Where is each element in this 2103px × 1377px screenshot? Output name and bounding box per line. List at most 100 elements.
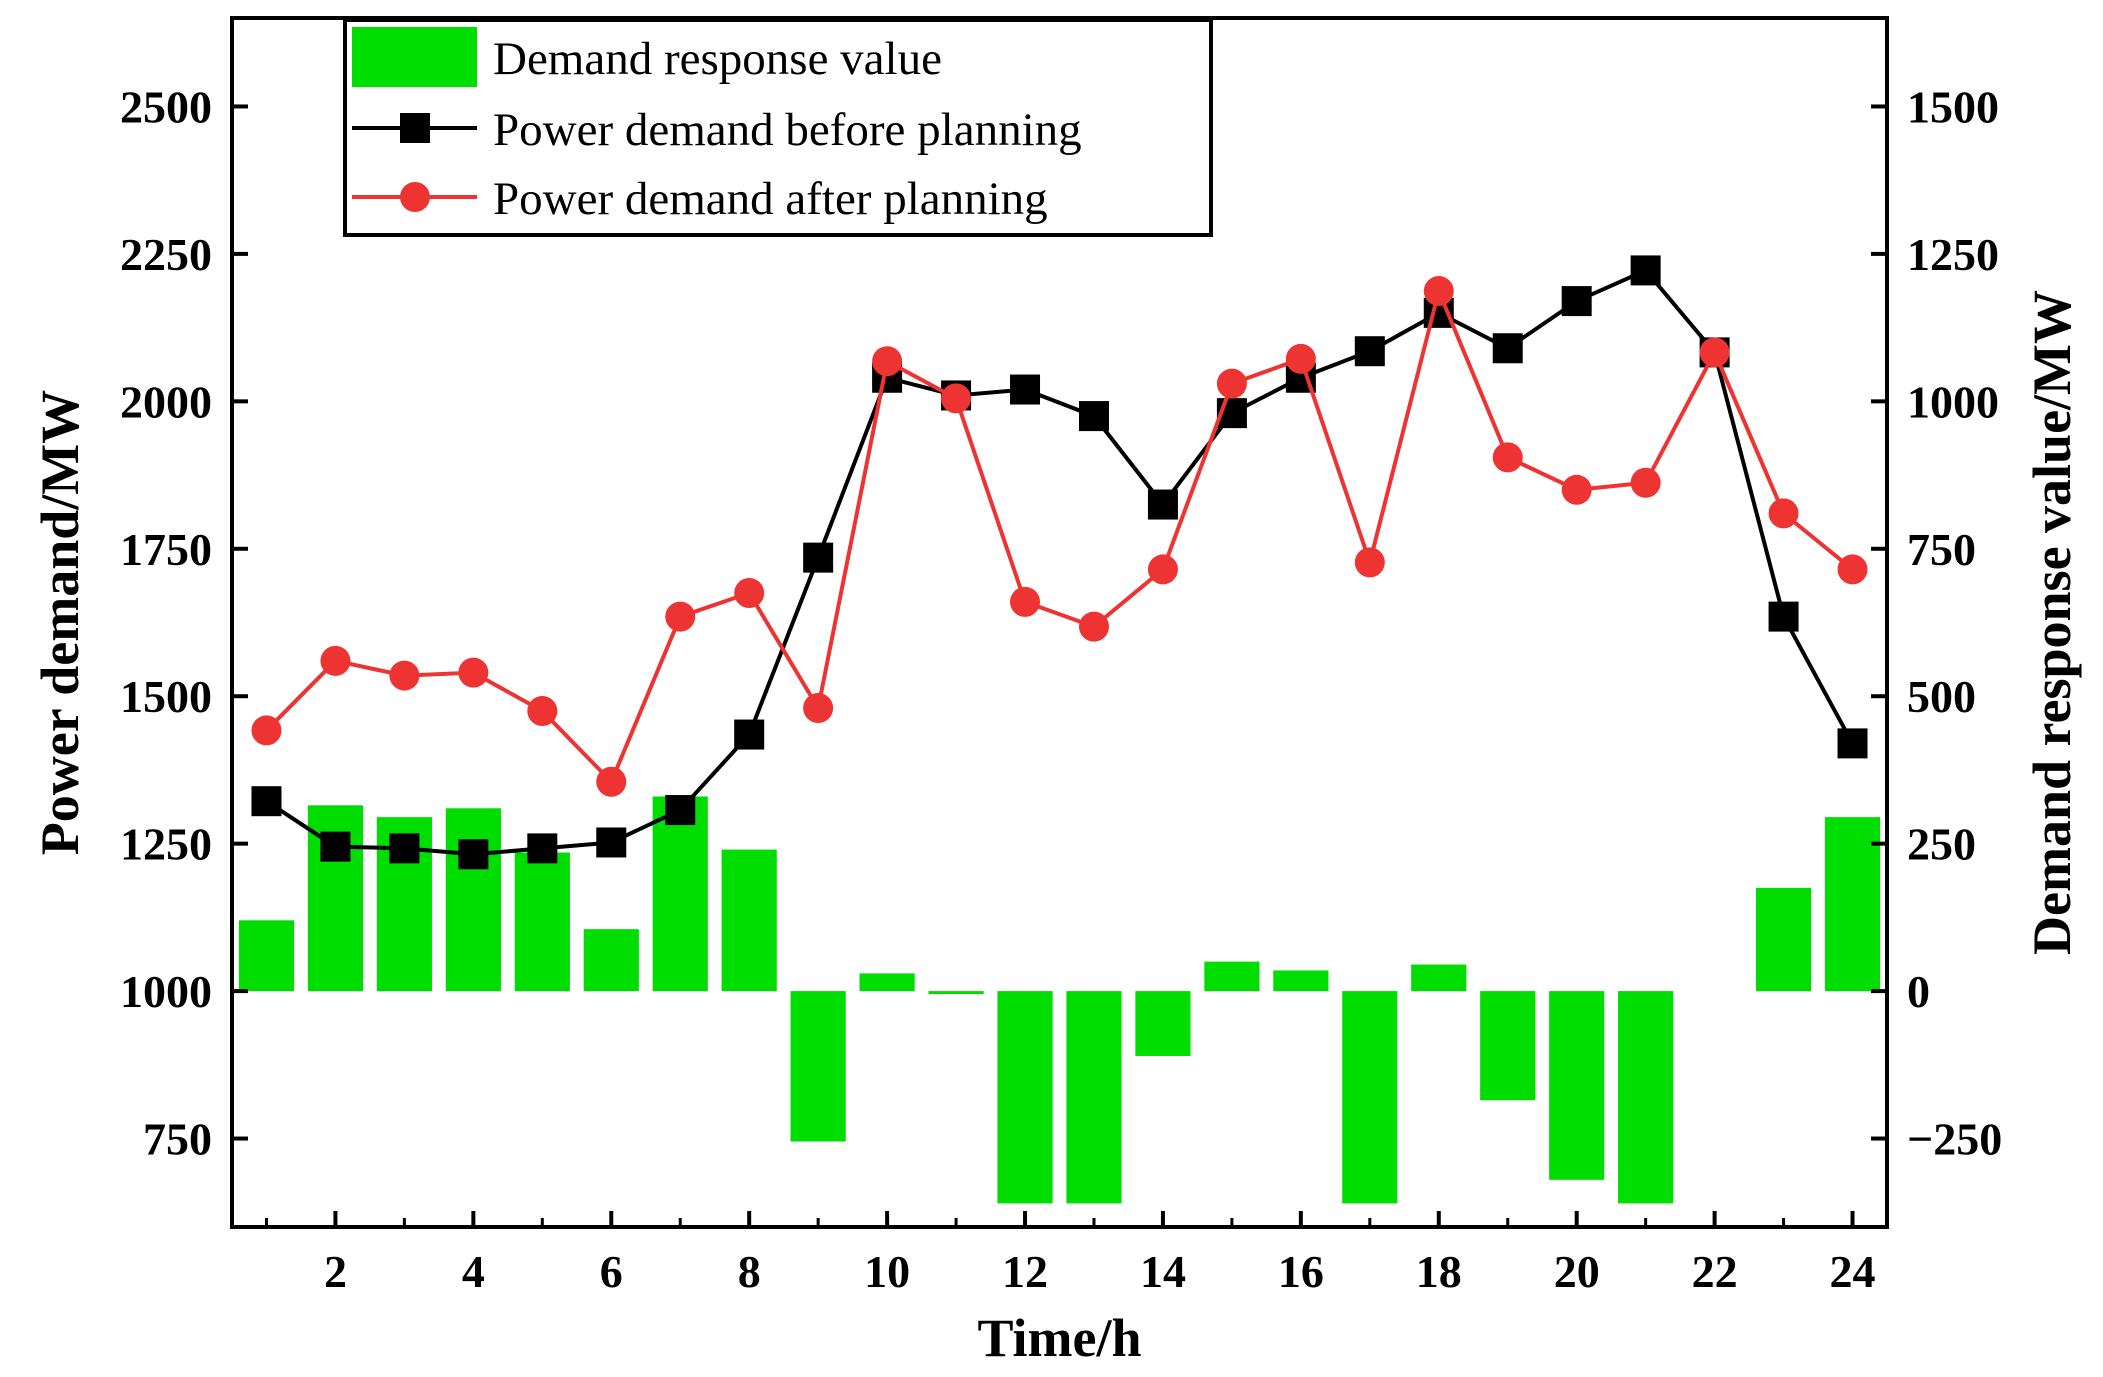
right-y-tick-label-250: 250 [1907,819,1976,870]
point-before-24 [1837,728,1868,759]
right-y-tick-label-750: 750 [1907,524,1976,575]
x-tick-label-16: 16 [1278,1246,1324,1297]
point-before-2 [320,831,351,862]
legend-label-before: Power demand before planning [493,104,1082,156]
x-tick-label-6: 6 [600,1246,623,1297]
point-after-19 [1492,442,1523,473]
point-before-20 [1561,286,1592,317]
point-after-21 [1630,467,1661,498]
point-after-20 [1561,474,1592,505]
legend-bar-swatch [352,27,477,87]
demand-response-bar-10 [859,973,915,992]
point-after-11 [941,383,972,414]
left-y-tick-label-1500: 1500 [120,671,212,722]
point-after-2 [320,645,351,676]
left-y-tick-label-2000: 2000 [120,376,212,427]
point-after-3 [389,660,420,691]
left-y-axis-title: Power demand/MW [30,390,90,855]
demand-response-bar-7 [652,796,708,992]
demand-response-bar-13 [1066,991,1122,1204]
right-y-tick-label-500: 500 [1907,671,1976,722]
left-y-tick-label-2250: 2250 [120,229,212,280]
point-before-3 [389,833,420,864]
x-tick-label-2: 2 [324,1246,347,1297]
x-axis-title: Time/h [977,1308,1141,1368]
point-before-12 [1010,374,1041,405]
left-y-tick-label-1250: 1250 [120,819,212,870]
right-y-tick-label-1500: 1500 [1907,81,1999,132]
left-y-tick-label-750: 750 [143,1114,212,1165]
point-after-18 [1423,276,1454,307]
point-before-8 [734,719,765,750]
point-after-7 [665,601,696,632]
point-after-23 [1768,498,1799,529]
demand-response-bar-20 [1549,991,1605,1180]
point-after-1 [251,715,282,746]
demand-response-bar-19 [1480,991,1536,1101]
x-tick-label-10: 10 [864,1246,910,1297]
point-after-12 [1010,586,1041,617]
point-before-4 [458,839,489,870]
point-before-13 [1078,401,1109,432]
demand-response-bar-1 [238,920,295,992]
point-after-24 [1837,554,1868,585]
point-after-16 [1285,343,1316,374]
right-y-tick-label--250: −250 [1907,1114,2002,1165]
x-tick-label-18: 18 [1416,1246,1462,1297]
demand-response-bar-21 [1618,991,1674,1204]
demand-response-bar-5 [514,852,570,992]
point-after-9 [803,693,834,724]
point-after-6 [596,766,627,797]
point-after-5 [527,695,558,726]
demand-response-bar-12 [997,991,1053,1204]
right-y-tick-label-1250: 1250 [1907,229,1999,280]
demand-response-bar-9 [790,991,846,1142]
point-after-22 [1699,337,1730,368]
legend-marker-square [400,113,430,143]
legend-marker-circle [400,182,430,212]
point-before-1 [251,786,282,817]
point-before-6 [596,827,627,858]
power-demand-lines [251,255,1868,870]
x-tick-label-24: 24 [1830,1246,1876,1297]
point-before-7 [665,795,696,826]
demand-response-bar-11 [928,991,984,995]
point-after-17 [1354,547,1385,578]
demand-response-bar-4 [445,808,501,992]
legend-box [343,18,1213,237]
demand-response-bar-15 [1204,961,1260,992]
point-after-4 [458,657,489,688]
demand-response-bar-17 [1342,991,1398,1204]
right-y-axis-title: Demand response value/MW [2022,290,2082,955]
legend-label-after: Power demand after planning [493,173,1048,225]
point-after-8 [734,578,765,609]
left-y-tick-label-1750: 1750 [120,524,212,575]
left-y-tick-label-1000: 1000 [120,966,212,1017]
point-before-5 [527,833,558,864]
point-before-14 [1147,489,1178,520]
demand-response-bar-24 [1824,817,1881,992]
demand-response-bar-18 [1411,964,1467,992]
x-tick-label-4: 4 [462,1246,485,1297]
point-before-17 [1354,336,1385,367]
point-before-23 [1768,601,1799,632]
x-tick-label-14: 14 [1140,1246,1186,1297]
point-before-9 [803,542,834,573]
left-y-tick-label-2500: 2500 [120,81,212,132]
point-after-14 [1147,554,1178,585]
x-tick-label-20: 20 [1554,1246,1600,1297]
axes: 2 4 6 8 10 12 14 16 18 20 22 2475010001250150017502… [120,16,2002,1297]
legend: Demand response value Power demand befor… [343,18,1213,237]
right-y-tick-label-0: 0 [1907,966,1930,1017]
x-tick-label-8: 8 [738,1246,761,1297]
point-after-15 [1216,368,1247,399]
point-before-21 [1630,255,1661,286]
right-y-tick-label-1000: 1000 [1907,376,1999,427]
demand-response-bars [238,796,1881,1204]
demand-response-bar-8 [721,849,777,992]
point-after-13 [1078,611,1109,642]
x-tick-label-12: 12 [1002,1246,1048,1297]
demand-response-bar-6 [583,929,639,992]
point-after-10 [872,346,903,377]
